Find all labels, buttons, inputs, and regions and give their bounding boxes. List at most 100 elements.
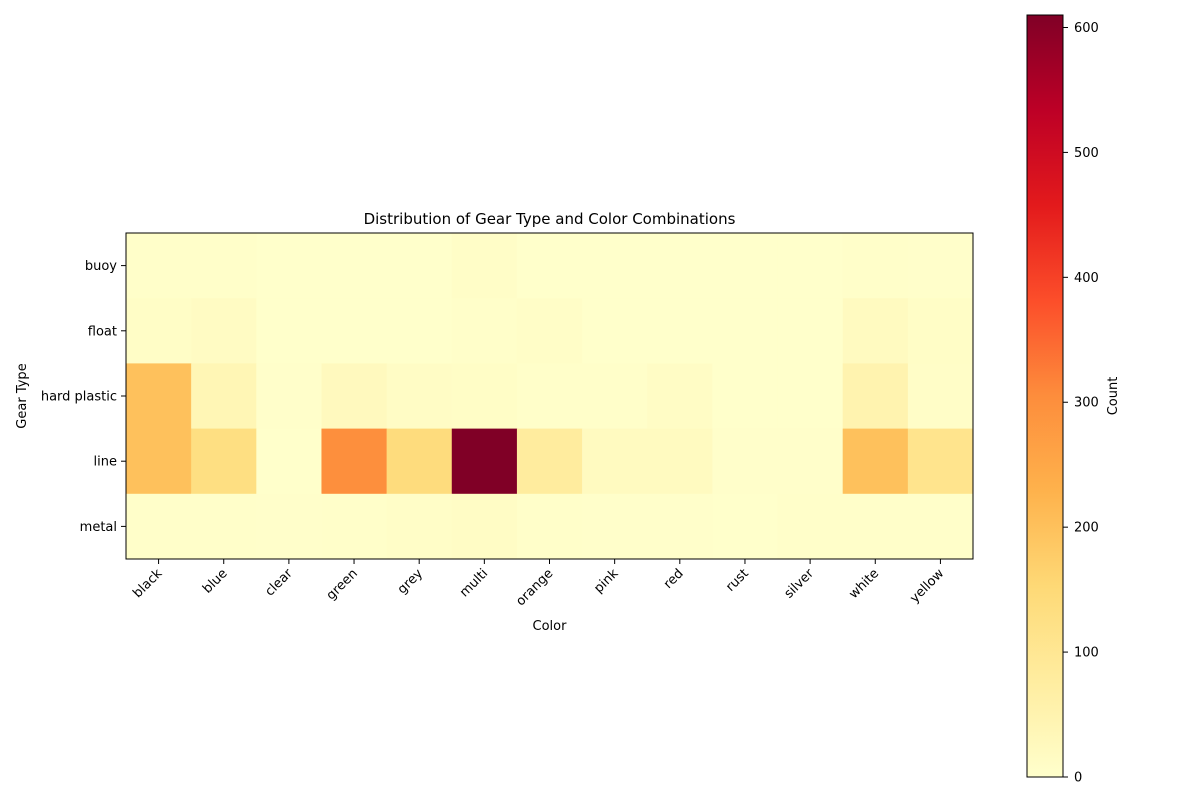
y-tick-label: metal — [80, 520, 117, 535]
heatmap-cell — [386, 298, 453, 364]
heatmap-cell — [647, 363, 713, 430]
heatmap-cell — [712, 363, 779, 430]
heatmap-cell — [582, 363, 648, 430]
colorbar-label: Count — [1106, 377, 1121, 416]
heatmap-cell — [256, 298, 322, 364]
heatmap-cell — [256, 363, 322, 430]
x-tick-label: orange — [513, 566, 556, 609]
heatmap-cell — [647, 298, 713, 364]
colorbar-tick-label: 200 — [1074, 521, 1099, 536]
y-tick-label: line — [94, 455, 117, 470]
heatmap-cell — [907, 233, 974, 299]
heatmap-cell — [777, 233, 844, 299]
heatmap-cell — [516, 233, 583, 299]
heatmap-cell — [191, 428, 257, 495]
colorbar-tick-label: 600 — [1074, 21, 1099, 36]
x-tick-label: rust — [723, 566, 752, 595]
x-tick-label: blue — [200, 566, 230, 596]
x-tick-label: multi — [457, 566, 491, 600]
heatmap-cell — [126, 428, 192, 495]
heatmap-cell — [647, 493, 713, 560]
heatmap-cell — [451, 233, 518, 299]
x-tick-label: silver — [782, 566, 818, 602]
heatmap-cell — [582, 298, 648, 364]
heatmap-cell — [126, 493, 192, 560]
heatmap-cell — [191, 493, 257, 560]
heatmap-cell — [647, 428, 713, 495]
colorbar-tick-label: 100 — [1074, 646, 1099, 661]
heatmap-cell — [842, 493, 909, 560]
heatmap-cell — [256, 233, 322, 299]
heatmap-cell — [712, 428, 779, 495]
heatmap-cell — [191, 233, 257, 299]
heatmap-cell — [386, 493, 453, 560]
y-tick-label: float — [88, 324, 117, 339]
heatmap-cell — [191, 298, 257, 364]
x-tick-label: grey — [395, 566, 426, 597]
heatmap-cell — [321, 493, 388, 560]
heatmap-cell — [777, 363, 844, 430]
heatmap-cell — [777, 428, 844, 495]
heatmap-cell — [386, 428, 453, 495]
heatmap-cell — [516, 428, 583, 495]
x-axis-ticks: black blue clear green grey multi orange pink re… — [130, 559, 948, 609]
y-axis-ticks: buoy float hard plastic line metal — [41, 259, 126, 535]
heatmap-cell — [516, 298, 583, 364]
heatmap-cell — [516, 363, 583, 430]
heatmap-cell — [712, 298, 779, 364]
x-tick-label: pink — [591, 566, 621, 596]
heatmap-cell — [516, 493, 583, 560]
x-axis-label: Color — [533, 619, 568, 634]
y-tick-label: buoy — [85, 259, 117, 274]
heatmap-cell — [777, 493, 844, 560]
x-tick-label: black — [130, 566, 165, 601]
heatmap-cell — [647, 233, 713, 299]
x-tick-label: green — [324, 566, 361, 603]
y-tick-label: hard plastic — [41, 390, 117, 405]
x-tick-label: red — [661, 566, 687, 592]
colorbar-ticks: 0 100 200 300 400 500 600 — [1063, 21, 1099, 786]
heatmap-cell — [126, 363, 192, 430]
colorbar-tick-label: 500 — [1074, 146, 1099, 161]
heatmap-cell — [842, 363, 909, 430]
heatmap-cell — [907, 363, 974, 430]
heatmap-cell — [386, 363, 453, 430]
heatmap-cell — [907, 493, 974, 560]
colorbar-tick-label: 0 — [1074, 771, 1082, 786]
colorbar-tick-label: 300 — [1074, 396, 1099, 411]
heatmap-cell — [451, 493, 518, 560]
heatmap-cell — [907, 428, 974, 495]
heatmap-cell — [777, 298, 844, 364]
heatmap-cell — [126, 233, 192, 299]
heatmap-cell — [386, 233, 453, 299]
y-axis-label: Gear Type — [15, 363, 30, 428]
heatmap-cells — [126, 233, 974, 560]
heatmap-cell — [321, 428, 388, 495]
heatmap-cell — [451, 298, 518, 364]
colorbar — [1026, 14, 1064, 778]
x-tick-label: yellow — [907, 566, 947, 606]
heatmap-cell — [321, 363, 388, 430]
heatmap-cell — [126, 298, 192, 364]
heatmap-cell — [712, 233, 779, 299]
x-tick-label: white — [846, 566, 882, 602]
heatmap-cell — [582, 493, 648, 560]
heatmap-cell — [451, 363, 518, 430]
heatmap-cell — [256, 428, 322, 495]
heatmap-cell — [582, 233, 648, 299]
heatmap-cell — [256, 493, 322, 560]
heatmap-cell — [321, 233, 388, 299]
heatmap-cell — [191, 363, 257, 430]
heatmap-cell — [582, 428, 648, 495]
heatmap-cell — [907, 298, 974, 364]
chart-title: Distribution of Gear Type and Color Comb… — [364, 210, 736, 228]
heatmap-cell — [321, 298, 388, 364]
x-tick-label: clear — [262, 566, 296, 600]
colorbar-tick-label: 400 — [1074, 271, 1099, 286]
heatmap-cell — [842, 428, 909, 495]
heatmap-cell — [451, 428, 518, 495]
heatmap-cell — [712, 493, 779, 560]
heatmap-cell — [842, 298, 909, 364]
heatmap-cell — [842, 233, 909, 299]
